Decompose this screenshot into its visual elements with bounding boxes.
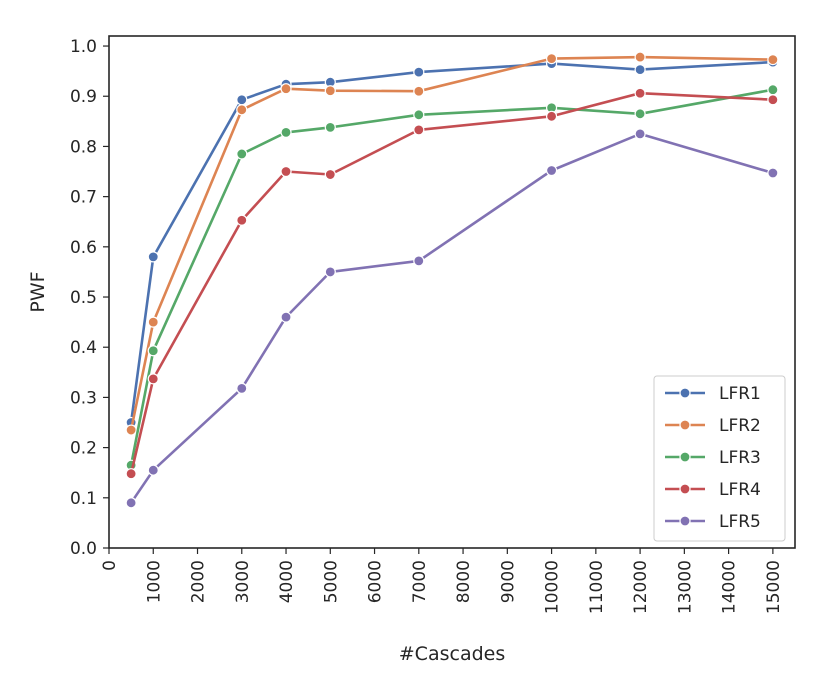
x-tick-label: 13000 [675, 560, 695, 614]
x-tick-label: 15000 [764, 560, 784, 614]
y-tick-label: 0.4 [70, 338, 97, 358]
series-lfr4 [125, 87, 779, 480]
legend-label: LFR4 [719, 480, 761, 500]
y-tick-label: 0.1 [70, 489, 97, 509]
legend-box [653, 375, 786, 542]
x-tick-label: 10000 [543, 560, 563, 614]
y-tick-label: 0.9 [70, 87, 97, 107]
x-tick-label: 4000 [277, 560, 297, 603]
data-point [634, 51, 646, 63]
data-point [634, 87, 646, 99]
data-point [280, 311, 292, 323]
data-point [767, 53, 779, 66]
legend: LFR1 LFR2 LFR3 LFR4 LFR5 [653, 375, 786, 542]
data-point [767, 84, 779, 96]
legend-label: LFR5 [719, 512, 761, 532]
data-point [236, 104, 248, 116]
data-point [767, 94, 779, 106]
x-axis-ticks: 0 1000 2000 3000 4000 5000 6000 7000 8000 9000 100… [100, 548, 784, 614]
data-point [413, 109, 425, 121]
data-point [125, 468, 137, 480]
legend-marker [679, 515, 691, 527]
data-point [324, 168, 336, 181]
y-tick-label: 0.3 [70, 388, 97, 408]
data-point [236, 148, 248, 160]
y-tick-label: 0.0 [70, 539, 97, 559]
y-tick-label: 0.2 [70, 439, 97, 459]
series-layer [125, 51, 779, 509]
data-point [236, 214, 248, 226]
legend-marker [679, 451, 691, 463]
data-point [236, 94, 248, 106]
series-lfr3 [125, 84, 779, 471]
data-point [324, 266, 336, 278]
data-point [280, 165, 292, 178]
x-tick-label: 7000 [410, 560, 430, 603]
legend-marker [679, 419, 691, 431]
x-tick-label: 2000 [189, 560, 209, 603]
x-tick-label: 5000 [321, 560, 341, 603]
data-point [236, 382, 248, 394]
x-tick-label: 14000 [720, 560, 740, 614]
data-point [147, 345, 159, 357]
legend-label: LFR2 [719, 416, 761, 436]
x-axis-label: #Cascades [399, 643, 505, 665]
data-point [545, 52, 558, 65]
y-tick-label: 0.6 [70, 238, 97, 258]
data-point [545, 164, 558, 177]
y-tick-label: 0.7 [70, 188, 97, 208]
x-tick-label: 6000 [366, 560, 386, 603]
data-point [125, 497, 137, 509]
x-tick-label: 11000 [587, 560, 607, 614]
data-point [413, 255, 425, 267]
series-lfr5 [125, 128, 779, 509]
data-point [634, 108, 646, 120]
data-point [125, 424, 137, 436]
y-tick-label: 0.8 [70, 137, 97, 157]
data-point [545, 110, 558, 122]
legend-label: LFR1 [719, 384, 761, 404]
y-tick-label: 0.5 [70, 288, 97, 308]
data-point [324, 121, 336, 133]
legend-marker [679, 483, 691, 495]
data-point [634, 128, 646, 140]
x-tick-label: 12000 [631, 560, 651, 614]
data-point [147, 316, 159, 328]
series-lfr2 [125, 51, 779, 436]
data-point [280, 83, 292, 95]
x-tick-label: 0 [100, 560, 120, 571]
data-point [147, 373, 159, 385]
x-tick-label: 3000 [233, 560, 253, 603]
y-tick-label: 1.0 [70, 37, 97, 57]
data-point [634, 64, 646, 76]
data-point [147, 464, 159, 476]
data-point [413, 66, 425, 78]
data-point [413, 85, 425, 97]
x-tick-label: 1000 [144, 560, 164, 603]
y-axis-ticks: 0.0 0.1 0.2 0.3 0.4 0.5 0.6 0.7 0.8 0.9 1.0 [70, 37, 109, 559]
legend-marker [679, 387, 691, 399]
y-axis-label: PWF [27, 271, 49, 312]
plot-frame [108, 35, 796, 549]
data-point [324, 85, 336, 97]
legend-label: LFR3 [719, 448, 761, 468]
data-point [280, 126, 292, 138]
x-tick-label: 8000 [454, 560, 474, 603]
data-point [147, 251, 159, 263]
data-point [413, 124, 425, 136]
x-tick-label: 9000 [498, 560, 518, 603]
data-point [767, 167, 779, 179]
